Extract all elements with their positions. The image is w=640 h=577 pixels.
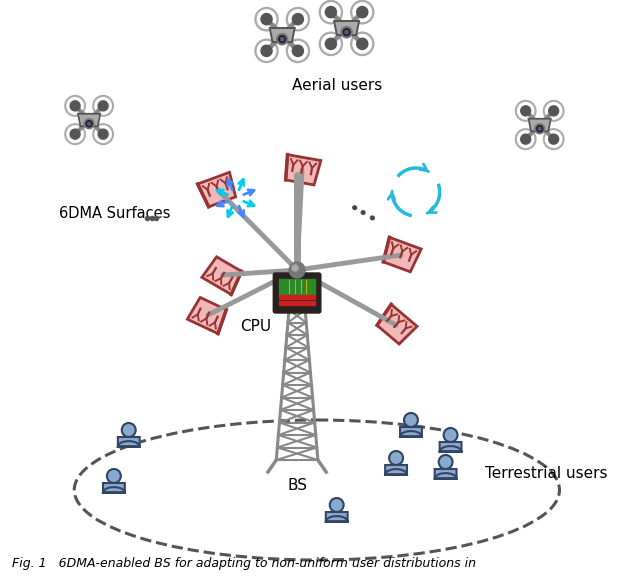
Text: •••: ••• bbox=[343, 199, 380, 231]
Circle shape bbox=[548, 134, 559, 144]
Circle shape bbox=[70, 129, 80, 139]
Circle shape bbox=[122, 423, 136, 437]
Polygon shape bbox=[400, 427, 422, 437]
Circle shape bbox=[345, 31, 348, 34]
Polygon shape bbox=[334, 21, 359, 35]
Circle shape bbox=[404, 413, 418, 427]
Polygon shape bbox=[326, 512, 348, 522]
Circle shape bbox=[86, 121, 92, 127]
Circle shape bbox=[292, 265, 298, 271]
Circle shape bbox=[330, 498, 344, 512]
Circle shape bbox=[535, 123, 545, 134]
Bar bbox=[279, 295, 315, 299]
Text: Terrestrial users: Terrestrial users bbox=[485, 466, 608, 481]
Polygon shape bbox=[188, 297, 227, 334]
Circle shape bbox=[521, 134, 531, 144]
Polygon shape bbox=[440, 442, 461, 452]
Circle shape bbox=[261, 14, 272, 25]
Polygon shape bbox=[435, 469, 456, 478]
Circle shape bbox=[389, 451, 403, 465]
Circle shape bbox=[521, 106, 531, 116]
Polygon shape bbox=[269, 28, 294, 42]
Circle shape bbox=[98, 101, 108, 111]
Text: Fig. 1   6DMA-enabled BS for adapting to non-uniform user distributions in: Fig. 1 6DMA-enabled BS for adapting to n… bbox=[12, 557, 476, 570]
Polygon shape bbox=[529, 119, 551, 131]
Polygon shape bbox=[377, 304, 417, 344]
Circle shape bbox=[289, 262, 305, 278]
Circle shape bbox=[279, 36, 285, 43]
Circle shape bbox=[292, 45, 303, 57]
Bar bbox=[279, 279, 315, 295]
Circle shape bbox=[343, 29, 350, 36]
Text: Aerial users: Aerial users bbox=[292, 78, 382, 93]
FancyBboxPatch shape bbox=[273, 273, 321, 313]
Polygon shape bbox=[198, 173, 236, 207]
Circle shape bbox=[325, 6, 337, 18]
Circle shape bbox=[84, 119, 94, 129]
Text: 6DMA Surfaces: 6DMA Surfaces bbox=[60, 205, 171, 220]
Bar bbox=[279, 301, 315, 305]
Text: BS: BS bbox=[287, 478, 307, 493]
Circle shape bbox=[280, 38, 284, 41]
Circle shape bbox=[548, 106, 559, 116]
Circle shape bbox=[261, 45, 272, 57]
Circle shape bbox=[538, 128, 541, 130]
Circle shape bbox=[276, 33, 288, 45]
Circle shape bbox=[438, 455, 452, 469]
Circle shape bbox=[444, 428, 458, 442]
Circle shape bbox=[325, 38, 337, 50]
Circle shape bbox=[341, 27, 352, 38]
Polygon shape bbox=[383, 237, 421, 272]
Polygon shape bbox=[285, 155, 321, 185]
Circle shape bbox=[88, 122, 91, 125]
Polygon shape bbox=[385, 465, 407, 475]
Circle shape bbox=[107, 469, 121, 483]
Circle shape bbox=[70, 101, 80, 111]
Circle shape bbox=[98, 129, 108, 139]
Polygon shape bbox=[202, 257, 241, 294]
Polygon shape bbox=[118, 437, 140, 447]
Polygon shape bbox=[103, 483, 125, 493]
Circle shape bbox=[356, 6, 368, 18]
Circle shape bbox=[356, 38, 368, 50]
Circle shape bbox=[292, 14, 303, 25]
Circle shape bbox=[536, 126, 543, 132]
Polygon shape bbox=[78, 114, 100, 126]
Text: CPU: CPU bbox=[240, 319, 271, 334]
